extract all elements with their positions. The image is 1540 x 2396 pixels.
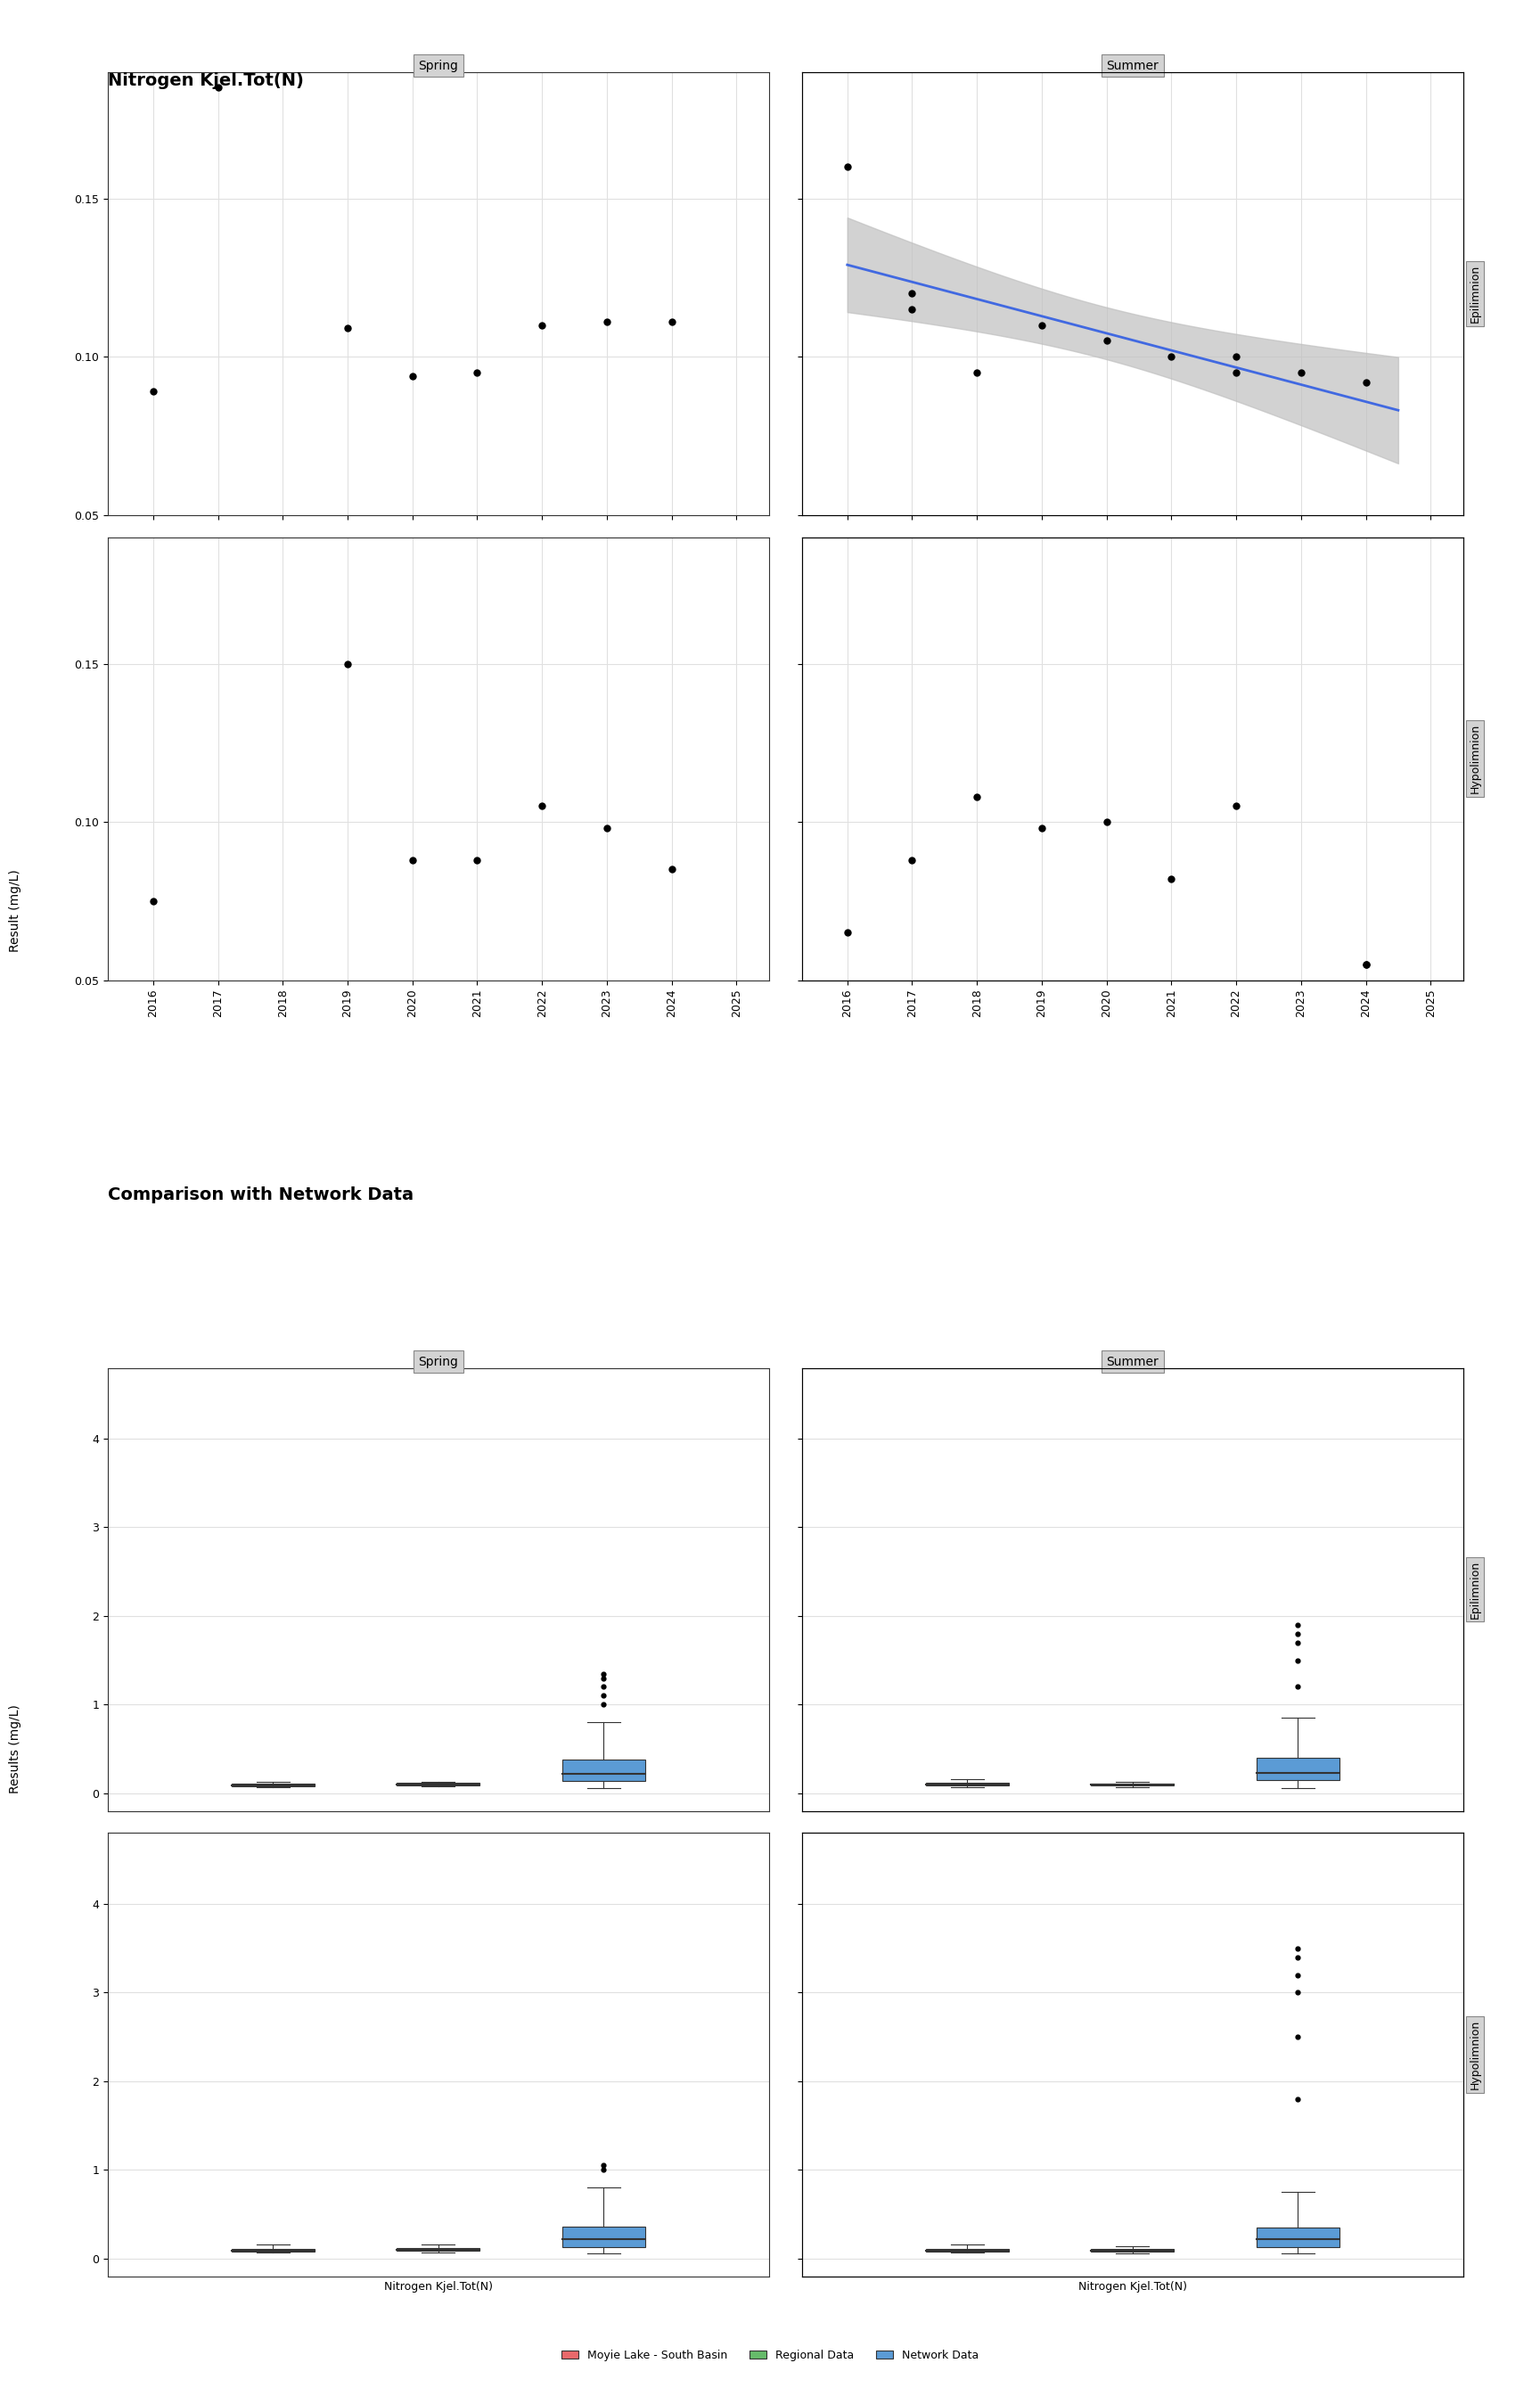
Point <box>1286 1615 1311 1653</box>
Point <box>1224 786 1249 824</box>
Point <box>1224 338 1249 376</box>
Y-axis label: Hypolimnion: Hypolimnion <box>1469 2020 1481 2089</box>
Point <box>1095 803 1120 841</box>
Title: Spring: Spring <box>419 1356 459 1368</box>
Text: Results (mg/L): Results (mg/L) <box>9 1704 22 1795</box>
Text: Comparison with Network Data: Comparison with Network Data <box>108 1186 414 1203</box>
Point <box>1286 1938 1311 1977</box>
Bar <box>397 2247 479 2250</box>
Point <box>1160 860 1184 898</box>
Text: Nitrogen Kjel.Tot(N): Nitrogen Kjel.Tot(N) <box>108 72 303 89</box>
Bar <box>231 2250 314 2252</box>
Point <box>659 302 684 340</box>
Bar <box>562 2226 645 2247</box>
Point <box>400 841 425 879</box>
Legend: Moyie Lake - South Basin, Regional Data, Network Data: Moyie Lake - South Basin, Regional Data,… <box>556 2343 984 2367</box>
Point <box>1286 2017 1311 2056</box>
Point <box>1286 1929 1311 1967</box>
Title: Spring: Spring <box>419 60 459 72</box>
Point <box>1286 1605 1311 1644</box>
Y-axis label: Hypolimnion: Hypolimnion <box>1469 724 1481 793</box>
Point <box>899 841 924 879</box>
Point <box>530 786 554 824</box>
Point <box>659 851 684 889</box>
Point <box>591 1684 616 1723</box>
Point <box>400 357 425 395</box>
Point <box>591 2147 616 2185</box>
Point <box>594 302 619 340</box>
Point <box>594 810 619 848</box>
Text: Result (mg/L): Result (mg/L) <box>9 870 22 951</box>
Point <box>1289 352 1314 391</box>
Y-axis label: Epilimnion: Epilimnion <box>1469 1560 1481 1617</box>
Bar <box>1092 2250 1173 2252</box>
Point <box>465 352 490 391</box>
Point <box>206 69 231 108</box>
Point <box>964 352 989 391</box>
Point <box>591 1658 616 1696</box>
Title: Summer: Summer <box>1106 60 1158 72</box>
Point <box>336 309 360 347</box>
X-axis label: Nitrogen Kjel.Tot(N): Nitrogen Kjel.Tot(N) <box>383 2281 493 2293</box>
Point <box>591 1653 616 1692</box>
Bar <box>562 1759 645 1780</box>
Point <box>899 290 924 328</box>
Point <box>835 913 859 951</box>
Bar <box>1257 1759 1340 1780</box>
Point <box>1286 1641 1311 1680</box>
Title: Summer: Summer <box>1106 1356 1158 1368</box>
Point <box>1286 2080 1311 2118</box>
Point <box>591 1677 616 1716</box>
Point <box>336 645 360 683</box>
Point <box>1286 1974 1311 2013</box>
Point <box>1286 1668 1311 1706</box>
Point <box>465 841 490 879</box>
X-axis label: Nitrogen Kjel.Tot(N): Nitrogen Kjel.Tot(N) <box>1078 2281 1187 2293</box>
Point <box>964 779 989 817</box>
Point <box>1286 1955 1311 1993</box>
Point <box>140 882 165 920</box>
Point <box>1160 338 1184 376</box>
Bar <box>926 2250 1009 2252</box>
Point <box>899 273 924 311</box>
Point <box>1095 321 1120 359</box>
Point <box>835 149 859 187</box>
Point <box>591 2152 616 2190</box>
Point <box>1029 307 1053 345</box>
Point <box>530 307 554 345</box>
Point <box>1029 810 1053 848</box>
Point <box>1354 946 1378 985</box>
Point <box>1224 352 1249 391</box>
Bar <box>231 1783 314 1785</box>
Point <box>1354 362 1378 400</box>
Bar <box>1257 2228 1340 2247</box>
Y-axis label: Epilimnion: Epilimnion <box>1469 264 1481 323</box>
Point <box>1354 946 1378 985</box>
Point <box>1286 1624 1311 1663</box>
Point <box>591 1668 616 1706</box>
Point <box>140 371 165 410</box>
